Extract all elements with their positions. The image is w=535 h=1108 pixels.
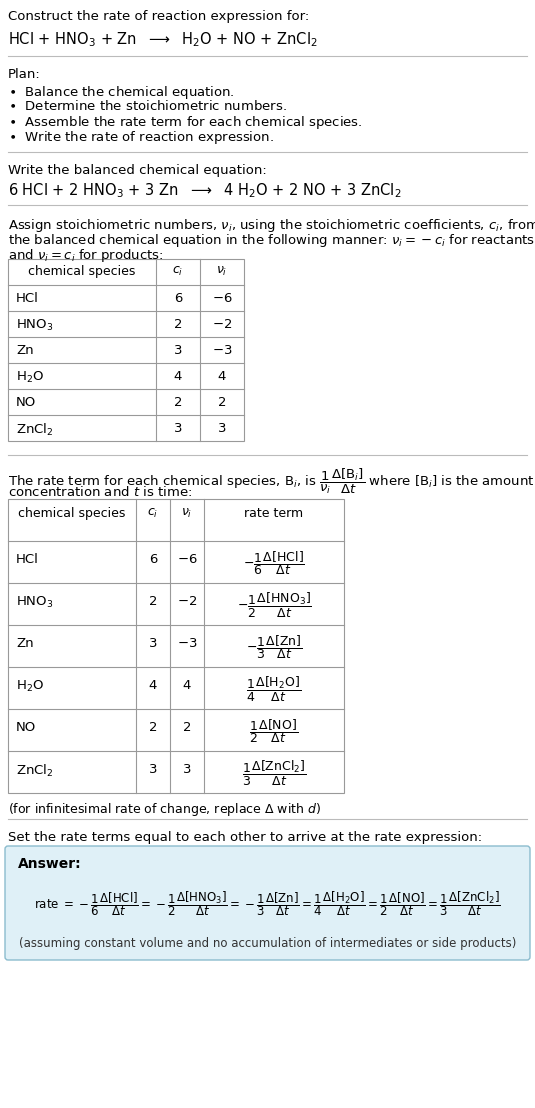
Text: $-\dfrac{1}{6}\dfrac{\Delta[\mathrm{HCl}]}{\Delta t}$: $-\dfrac{1}{6}\dfrac{\Delta[\mathrm{HCl}… [243,548,305,577]
Text: 3: 3 [183,763,191,776]
Text: Assign stoichiometric numbers, $\nu_i$, using the stoichiometric coefficients, $: Assign stoichiometric numbers, $\nu_i$, … [8,217,535,234]
Text: $\bullet$  Balance the chemical equation.: $\bullet$ Balance the chemical equation. [8,84,235,101]
Text: 2: 2 [149,595,157,608]
Text: 2: 2 [174,396,182,409]
Bar [8,259,244,441]
Text: 2: 2 [183,721,191,733]
Text: $-2$: $-2$ [212,318,232,331]
Text: $\nu_i$: $\nu_i$ [216,265,228,278]
Text: The rate term for each chemical species, B$_i$, is $\dfrac{1}{\nu_i}\dfrac{\Delt: The rate term for each chemical species,… [8,466,534,496]
Text: NO: NO [16,721,36,733]
Text: the balanced chemical equation in the following manner: $\nu_i = -c_i$ for react: the balanced chemical equation in the fo… [8,232,535,249]
Text: 3: 3 [149,763,157,776]
Text: H$_2$O: H$_2$O [16,370,44,386]
Text: $-\dfrac{1}{3}\dfrac{\Delta[\mathrm{Zn}]}{\Delta t}$: $-\dfrac{1}{3}\dfrac{\Delta[\mathrm{Zn}]… [246,633,302,660]
Text: HCl + HNO$_3$ + Zn  $\longrightarrow$  H$_2$O + NO + ZnCl$_2$: HCl + HNO$_3$ + Zn $\longrightarrow$ H$_… [8,30,318,49]
Text: ZnCl$_2$: ZnCl$_2$ [16,422,54,438]
Text: Write the balanced chemical equation:: Write the balanced chemical equation: [8,164,267,177]
Text: $-3$: $-3$ [177,637,197,650]
Text: 4: 4 [174,370,182,383]
Text: H$_2$O: H$_2$O [16,679,44,694]
Text: HCl: HCl [16,553,39,566]
Text: 3: 3 [174,343,182,357]
Text: 3: 3 [218,422,226,435]
Text: (assuming constant volume and no accumulation of intermediates or side products): (assuming constant volume and no accumul… [19,937,516,950]
Text: rate $= -\dfrac{1}{6}\dfrac{\Delta[\mathrm{HCl}]}{\Delta t} = -\dfrac{1}{2}\dfra: rate $= -\dfrac{1}{6}\dfrac{\Delta[\math… [34,889,501,917]
FancyBboxPatch shape [5,847,530,960]
Text: Construct the rate of reaction expression for:: Construct the rate of reaction expressio… [8,10,309,23]
Text: $c_i$: $c_i$ [147,507,159,520]
Text: $\bullet$  Write the rate of reaction expression.: $\bullet$ Write the rate of reaction exp… [8,129,274,146]
Text: 3: 3 [149,637,157,650]
Text: Zn: Zn [16,637,34,650]
Text: $-\dfrac{1}{2}\dfrac{\Delta[\mathrm{HNO_3}]}{\Delta t}$: $-\dfrac{1}{2}\dfrac{\Delta[\mathrm{HNO_… [236,591,311,620]
Text: rate term: rate term [244,507,303,520]
Text: $-6$: $-6$ [212,293,232,305]
Text: $-3$: $-3$ [212,343,232,357]
Text: 3: 3 [174,422,182,435]
Text: concentration and $t$ is time:: concentration and $t$ is time: [8,485,192,499]
Text: ZnCl$_2$: ZnCl$_2$ [16,763,54,779]
Text: $-6$: $-6$ [177,553,197,566]
Text: HNO$_3$: HNO$_3$ [16,318,54,334]
Text: Plan:: Plan: [8,68,41,81]
Text: 2: 2 [218,396,226,409]
Text: 4: 4 [183,679,191,692]
Text: HNO$_3$: HNO$_3$ [16,595,54,611]
Text: HCl: HCl [16,293,39,305]
Text: $\dfrac{1}{2}\dfrac{\Delta[\mathrm{NO}]}{\Delta t}$: $\dfrac{1}{2}\dfrac{\Delta[\mathrm{NO}]}… [249,717,299,745]
Text: $\nu_i$: $\nu_i$ [181,507,193,520]
Text: Zn: Zn [16,343,34,357]
Text: $\dfrac{1}{3}\dfrac{\Delta[\mathrm{ZnCl_2}]}{\Delta t}$: $\dfrac{1}{3}\dfrac{\Delta[\mathrm{ZnCl_… [242,759,306,788]
Text: NO: NO [16,396,36,409]
Text: 2: 2 [149,721,157,733]
Text: chemical species: chemical species [28,265,136,278]
Text: and $\nu_i = c_i$ for products:: and $\nu_i = c_i$ for products: [8,247,164,264]
Text: chemical species: chemical species [18,507,126,520]
Text: (for infinitesimal rate of change, replace $\Delta$ with $d$): (for infinitesimal rate of change, repla… [8,801,321,818]
Bar [8,499,344,793]
Text: $\dfrac{1}{4}\dfrac{\Delta[\mathrm{H_2O}]}{\Delta t}$: $\dfrac{1}{4}\dfrac{\Delta[\mathrm{H_2O}… [247,675,302,704]
Text: $\bullet$  Assemble the rate term for each chemical species.: $\bullet$ Assemble the rate term for eac… [8,114,363,131]
Text: $c_i$: $c_i$ [172,265,184,278]
Text: $\bullet$  Determine the stoichiometric numbers.: $\bullet$ Determine the stoichiometric n… [8,99,287,113]
Text: 6 HCl + 2 HNO$_3$ + 3 Zn  $\longrightarrow$  4 H$_2$O + 2 NO + 3 ZnCl$_2$: 6 HCl + 2 HNO$_3$ + 3 Zn $\longrightarro… [8,181,401,199]
Text: $-2$: $-2$ [177,595,197,608]
Text: Set the rate terms equal to each other to arrive at the rate expression:: Set the rate terms equal to each other t… [8,831,482,844]
Text: 2: 2 [174,318,182,331]
Text: Answer:: Answer: [18,856,82,871]
Text: 4: 4 [218,370,226,383]
Text: 4: 4 [149,679,157,692]
Text: 6: 6 [149,553,157,566]
Text: 6: 6 [174,293,182,305]
